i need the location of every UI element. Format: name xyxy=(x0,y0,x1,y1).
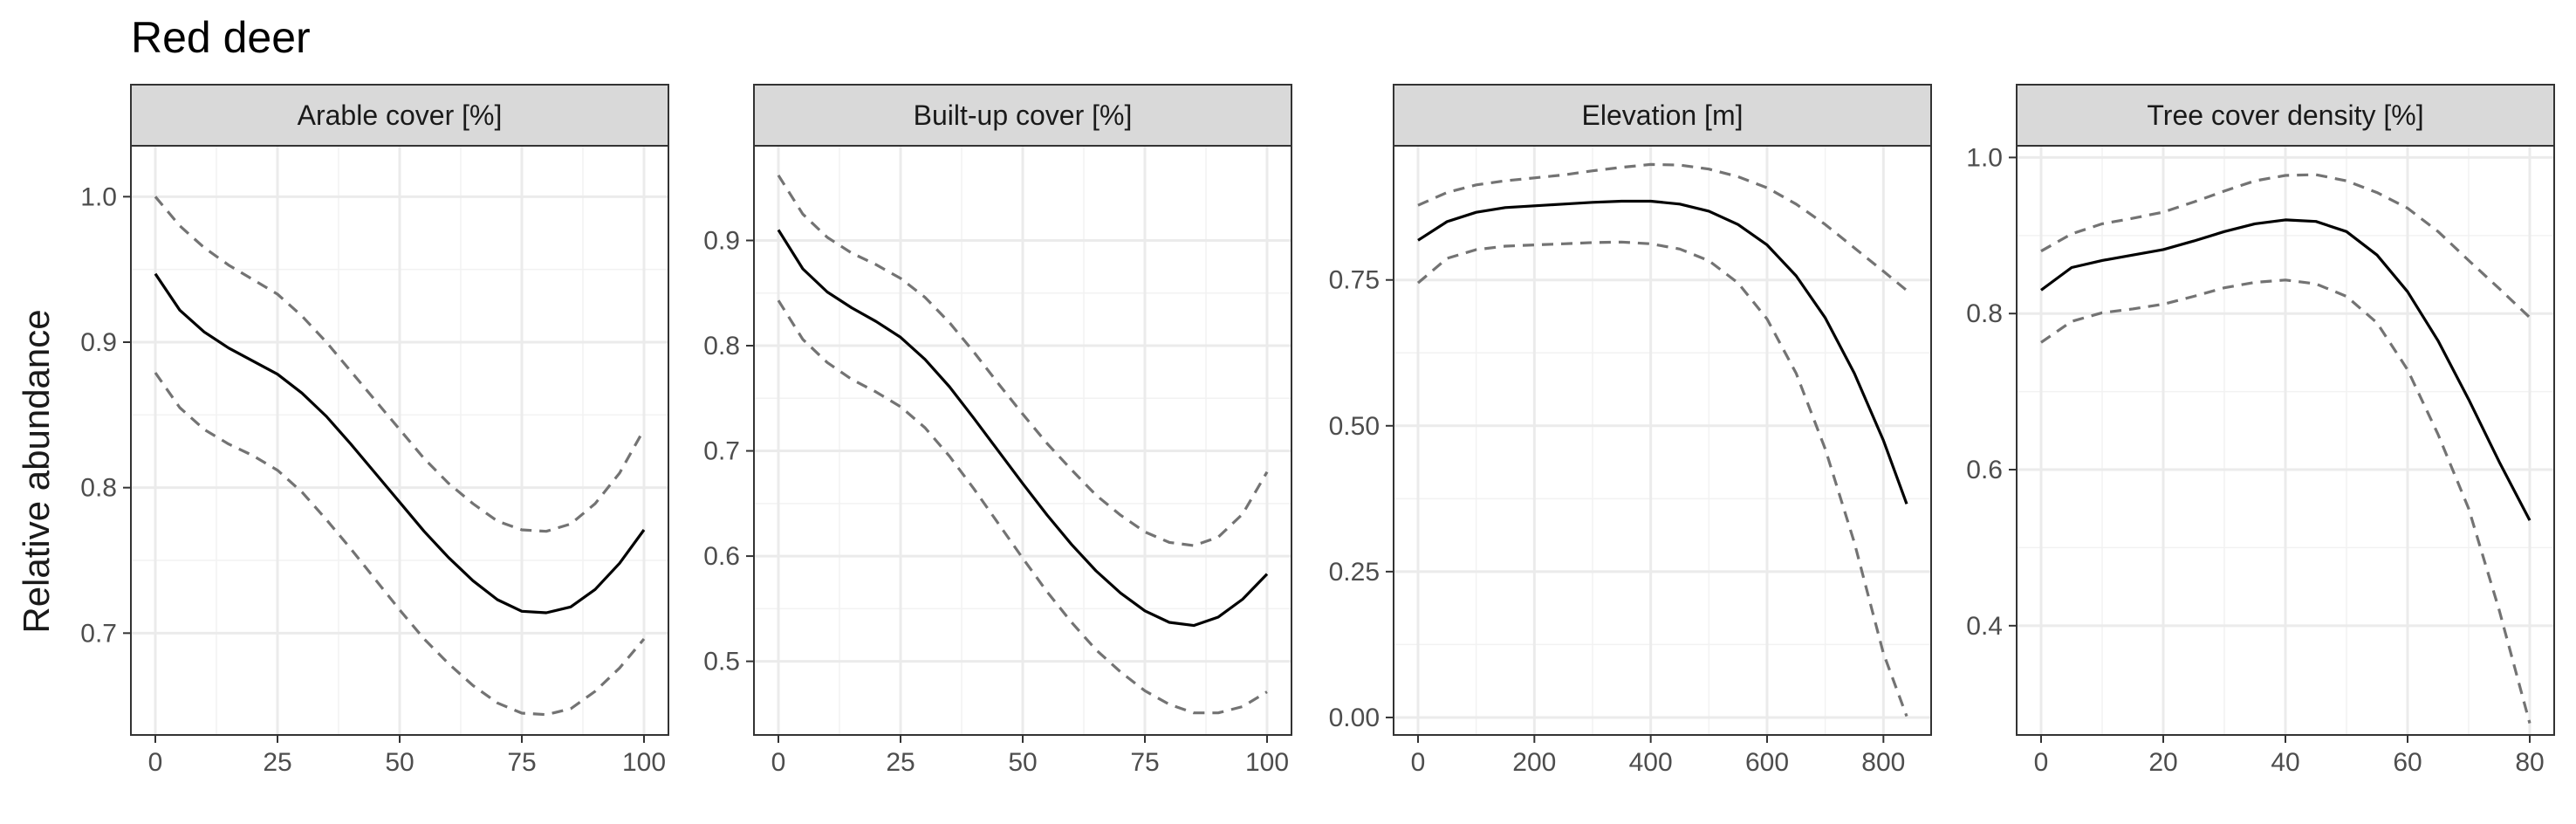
facet-strip-label: Elevation [m] xyxy=(1582,100,1744,131)
x-tick-label: 80 xyxy=(2515,748,2544,777)
facet-panel-elevation-m: Elevation [m] 0 200 400 600 800 0.00 0.25 0.50 0.… xyxy=(1329,84,1932,777)
y-tick-label: 0.8 xyxy=(1966,299,2003,328)
facet-strip xyxy=(2016,84,2555,147)
x-tick-label: 100 xyxy=(622,748,666,777)
x-tick-label: 0 xyxy=(148,748,163,777)
x-tick-label: 0 xyxy=(771,748,786,777)
y-tick-label: 0.4 xyxy=(1966,612,2003,641)
x-tick-label: 25 xyxy=(886,748,915,777)
facet-strip xyxy=(753,84,1292,147)
facet-strip-label: Tree cover density [%] xyxy=(2147,100,2423,131)
series-line-lower xyxy=(1416,240,1908,718)
x-tick-label: 20 xyxy=(2148,748,2177,777)
facet-panel-built-up-cover: Built-up cover [%] 0 25 50 75 100 0.5 0.6 0.7 0.8… xyxy=(703,84,1292,777)
series-line-lower xyxy=(154,372,646,717)
panel-background xyxy=(1394,146,1931,735)
x-tick-label: 600 xyxy=(1745,748,1789,777)
facet-panels: Arable cover [%] 0 25 50 75 100 0.7 0.8 0.9 1.0 Bu… xyxy=(80,84,2555,777)
series-line-upper xyxy=(2040,173,2531,319)
y-tick-label: 0.7 xyxy=(80,619,117,648)
facet-strip-label: Arable cover [%] xyxy=(298,100,503,131)
y-tick-label: 0.50 xyxy=(1329,412,1380,441)
x-tick-label: 800 xyxy=(1861,748,1905,777)
x-tick-label: 200 xyxy=(1512,748,1556,777)
y-tick-label: 0.8 xyxy=(80,474,117,503)
y-tick-label: 0.6 xyxy=(703,542,740,571)
y-tick-label: 0.5 xyxy=(703,648,740,676)
x-tick-label: 75 xyxy=(1130,748,1159,777)
y-tick-label: 0.9 xyxy=(80,328,117,357)
facet-strip-label: Built-up cover [%] xyxy=(914,100,1133,131)
series-line-estimate xyxy=(2040,218,2531,521)
x-tick-label: 0 xyxy=(1411,748,1426,777)
y-tick-label: 1.0 xyxy=(1966,143,2003,172)
series-line-lower xyxy=(777,299,1268,715)
y-tick-label: 0.6 xyxy=(1966,456,2003,484)
series-line-estimate xyxy=(154,272,646,615)
x-tick-label: 75 xyxy=(507,748,536,777)
x-tick-label: 100 xyxy=(1245,748,1289,777)
y-tick-label: 0.25 xyxy=(1329,558,1380,587)
series-line-upper xyxy=(1417,162,1908,292)
series-line-estimate xyxy=(777,229,1269,628)
y-tick-label: 0.7 xyxy=(703,437,740,466)
x-tick-label: 40 xyxy=(2271,748,2299,777)
x-tick-label: 50 xyxy=(385,748,414,777)
y-tick-label: 0.75 xyxy=(1329,266,1380,295)
series-line-upper xyxy=(777,174,1269,547)
chart-title: Red deer xyxy=(131,13,311,62)
series-line-lower xyxy=(2040,278,2531,724)
facet-strip xyxy=(1393,84,1932,147)
facet-strip xyxy=(130,84,669,147)
series-line-upper xyxy=(154,196,646,533)
y-tick-label: 0.9 xyxy=(703,226,740,255)
y-axis-label: Relative abundance xyxy=(16,309,57,633)
x-tick-label: 60 xyxy=(2393,748,2422,777)
x-tick-label: 50 xyxy=(1008,748,1037,777)
y-tick-label: 1.0 xyxy=(80,182,117,211)
x-tick-label: 400 xyxy=(1629,748,1673,777)
y-tick-label: 0.00 xyxy=(1329,704,1380,732)
y-tick-label: 0.8 xyxy=(703,332,740,360)
x-tick-label: 25 xyxy=(263,748,291,777)
facet-panel-tree-cover-density: Tree cover density [%] 0 20 40 60 80 0.4 0.6 0.8… xyxy=(1966,84,2555,777)
x-tick-label: 0 xyxy=(2034,748,2049,777)
series-line-estimate xyxy=(1417,199,1908,505)
facet-panel-arable-cover: Arable cover [%] 0 25 50 75 100 0.7 0.8 0.9 1.0 xyxy=(80,84,669,777)
